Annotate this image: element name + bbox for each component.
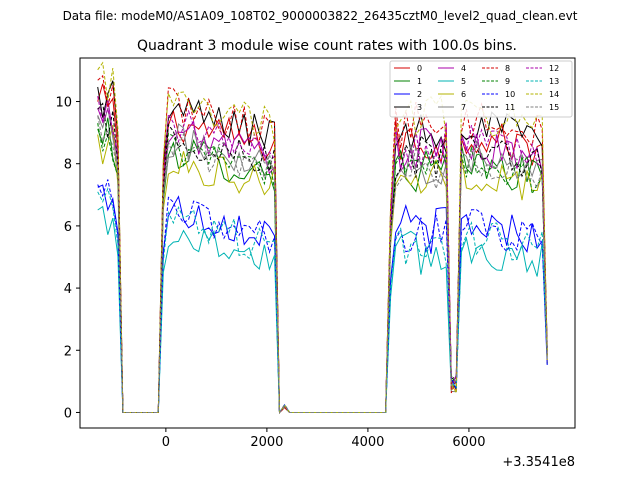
legend-label-module-7: 7: [461, 103, 466, 112]
plot-area-frame: [79, 57, 576, 429]
chart-title: Quadrant 3 module wise count rates with …: [137, 38, 517, 54]
series-line-module-2: [97, 184, 548, 414]
series-line-module-12: [97, 96, 548, 415]
legend-label-module-13: 13: [549, 77, 559, 86]
x-tick-label: 2000: [250, 435, 283, 450]
y-axis: 0 2 4 6 8 10: [55, 96, 80, 421]
x-tick-label: 0: [162, 435, 170, 450]
y-tick-label: 0: [64, 406, 72, 421]
x-offset-label: +3.3541e8: [502, 455, 575, 470]
legend-label-module-5: 5: [461, 77, 466, 86]
legend-label-module-11: 11: [505, 103, 515, 112]
chart-suptitle: Data file: modeM0/AS1A09_108T02_90000038…: [63, 9, 578, 23]
x-tick-label: 4000: [351, 435, 384, 450]
legend-label-module-10: 10: [505, 90, 515, 99]
y-tick-label: 6: [64, 220, 72, 235]
y-tick-label: 2: [64, 344, 72, 359]
y-tick-label: 4: [64, 282, 72, 297]
legend-label-module-4: 4: [461, 64, 466, 73]
legend-label-module-1: 1: [417, 77, 422, 86]
legend-label-module-2: 2: [417, 90, 422, 99]
legend-label-module-12: 12: [549, 64, 559, 73]
legend-label-module-0: 0: [417, 64, 422, 73]
legend-label-module-8: 8: [505, 64, 510, 73]
legend-label-module-3: 3: [417, 103, 422, 112]
legend-label-module-15: 15: [549, 103, 559, 112]
y-tick-label: 8: [64, 158, 72, 173]
series-line-module-13: [97, 187, 548, 415]
x-axis: 0 2000 4000 6000: [162, 428, 485, 450]
legend-label-module-9: 9: [505, 77, 510, 86]
x-tick-label: 6000: [452, 435, 485, 450]
series-line-module-15: [97, 115, 548, 415]
legend-label-module-14: 14: [549, 90, 559, 99]
series-line-module-10: [97, 179, 548, 415]
legend-label-module-6: 6: [461, 90, 466, 99]
legend-box: [389, 60, 573, 118]
y-tick-label: 10: [55, 96, 72, 111]
